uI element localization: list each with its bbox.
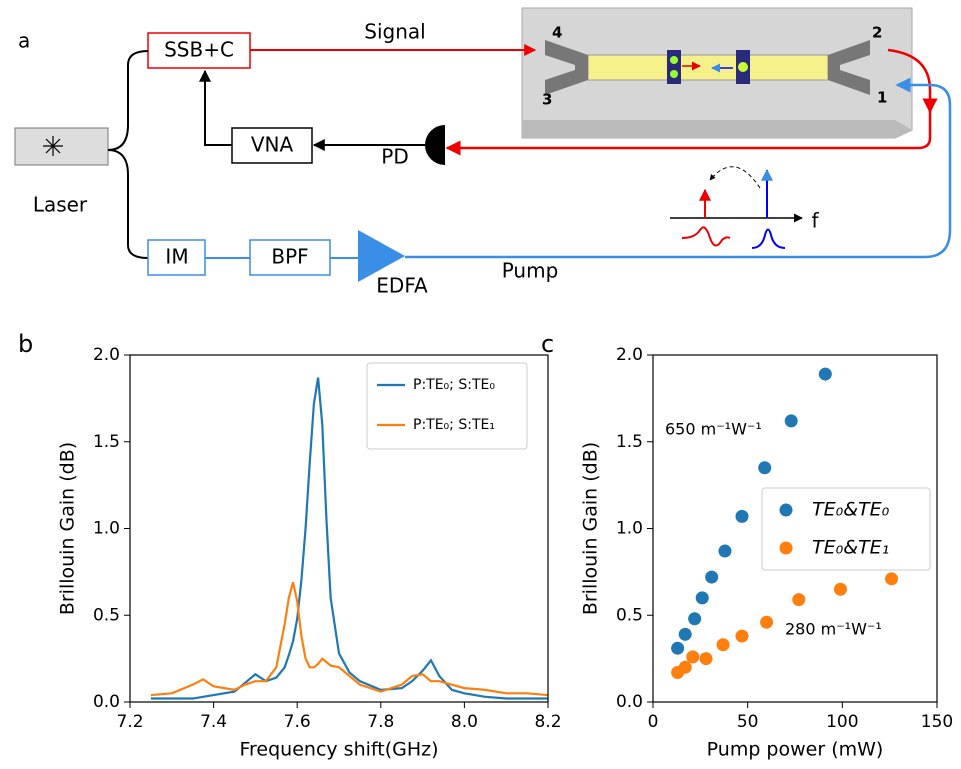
plot-area bbox=[671, 367, 899, 680]
mode-profile bbox=[667, 50, 681, 84]
pd-label: PD bbox=[381, 145, 408, 169]
axes-frame bbox=[652, 354, 938, 703]
port-label: 3 bbox=[542, 91, 552, 109]
y-tick-label: 1.0 bbox=[93, 519, 120, 539]
point bbox=[695, 591, 709, 605]
point bbox=[760, 615, 774, 629]
point bbox=[671, 641, 685, 655]
x-axis-title: Pump power (mW) bbox=[707, 739, 884, 761]
legend-label: TE₀&TE₁ bbox=[812, 537, 889, 559]
ssb-label: SSB+C bbox=[164, 38, 234, 62]
annotation: 650 m⁻¹W⁻¹ bbox=[665, 420, 762, 439]
point bbox=[784, 414, 798, 428]
panel-label: b bbox=[18, 330, 33, 358]
point bbox=[716, 638, 730, 652]
panel-label: a bbox=[18, 29, 30, 53]
y-axis-title: Brillouin Gain (dB) bbox=[57, 442, 79, 615]
x-tick-label: 100 bbox=[826, 712, 858, 732]
point bbox=[686, 650, 700, 664]
point bbox=[678, 660, 692, 674]
plot-area bbox=[150, 377, 548, 700]
point bbox=[699, 652, 713, 666]
edfa-label: EDFA bbox=[376, 274, 428, 298]
axes-frame bbox=[129, 354, 549, 703]
x-tick-label: 8.2 bbox=[534, 712, 561, 732]
point bbox=[735, 629, 749, 643]
laser-label: Laser bbox=[33, 193, 88, 217]
x-tick-label: 150 bbox=[921, 712, 953, 732]
y-tick-label: 2.0 bbox=[616, 345, 643, 365]
point bbox=[735, 509, 749, 523]
legend-swatch bbox=[779, 541, 793, 555]
point bbox=[678, 627, 692, 641]
point bbox=[705, 570, 719, 584]
coupler bbox=[828, 40, 870, 95]
legend-label: P:TE₀; S:TE₁ bbox=[413, 417, 495, 433]
setup-diagram: a 4 2 3 1 SSB+C Signal PD VNA Laser IM B… bbox=[14, 7, 952, 298]
x-tick-label: 7.8 bbox=[367, 712, 394, 732]
y-axis-title: Brillouin Gain (dB) bbox=[580, 442, 602, 615]
point bbox=[758, 461, 772, 475]
x-axis-title: Frequency shift(GHz) bbox=[239, 739, 438, 761]
x-tick-label: 7.6 bbox=[284, 712, 311, 732]
y-tick-label: 1.5 bbox=[93, 432, 120, 452]
waveguide bbox=[587, 54, 829, 81]
x-tick-label: 7.4 bbox=[200, 712, 227, 732]
point bbox=[833, 582, 847, 596]
point bbox=[792, 593, 806, 607]
port-label: 1 bbox=[877, 89, 887, 107]
y-tick-label: 0.5 bbox=[93, 605, 120, 625]
x-tick-label: 50 bbox=[737, 712, 759, 732]
series-line bbox=[150, 377, 548, 700]
y-tick-label: 0.0 bbox=[93, 692, 120, 712]
panel-label: c bbox=[541, 330, 554, 358]
bpf-label: BPF bbox=[271, 245, 308, 269]
chip-edge bbox=[522, 120, 912, 138]
y-tick-label: 0.5 bbox=[616, 605, 643, 625]
legend-label: P:TE₀; S:TE₀ bbox=[413, 377, 495, 393]
laser-icon bbox=[43, 136, 63, 156]
point bbox=[718, 544, 732, 558]
legend-swatch bbox=[779, 503, 793, 517]
y-tick-label: 2.0 bbox=[93, 345, 120, 365]
series-line bbox=[150, 582, 548, 697]
photodiode bbox=[425, 125, 445, 165]
point bbox=[885, 572, 899, 586]
y-tick-label: 0.0 bbox=[616, 692, 643, 712]
y-tick-label: 1.0 bbox=[616, 519, 643, 539]
point bbox=[688, 612, 702, 626]
port-label: 4 bbox=[552, 24, 562, 42]
x-tick-label: 0 bbox=[648, 712, 659, 732]
im-label: IM bbox=[165, 245, 188, 269]
annotation: 280 m⁻¹W⁻¹ bbox=[785, 620, 882, 639]
point bbox=[818, 367, 832, 381]
edfa bbox=[358, 230, 405, 282]
port-label: 2 bbox=[872, 24, 882, 42]
x-tick-label: 8.0 bbox=[451, 712, 478, 732]
coupler bbox=[545, 40, 588, 95]
freq-label: f bbox=[811, 209, 819, 233]
x-tick-label: 7.2 bbox=[116, 712, 143, 732]
y-tick-label: 1.5 bbox=[616, 432, 643, 452]
vna-label: VNA bbox=[251, 133, 294, 157]
pump-label: Pump bbox=[502, 259, 559, 283]
legend-box bbox=[761, 487, 931, 571]
legend-box bbox=[366, 362, 528, 450]
signal-label: Signal bbox=[364, 20, 425, 44]
legend-label: TE₀&TE₀ bbox=[812, 499, 890, 521]
